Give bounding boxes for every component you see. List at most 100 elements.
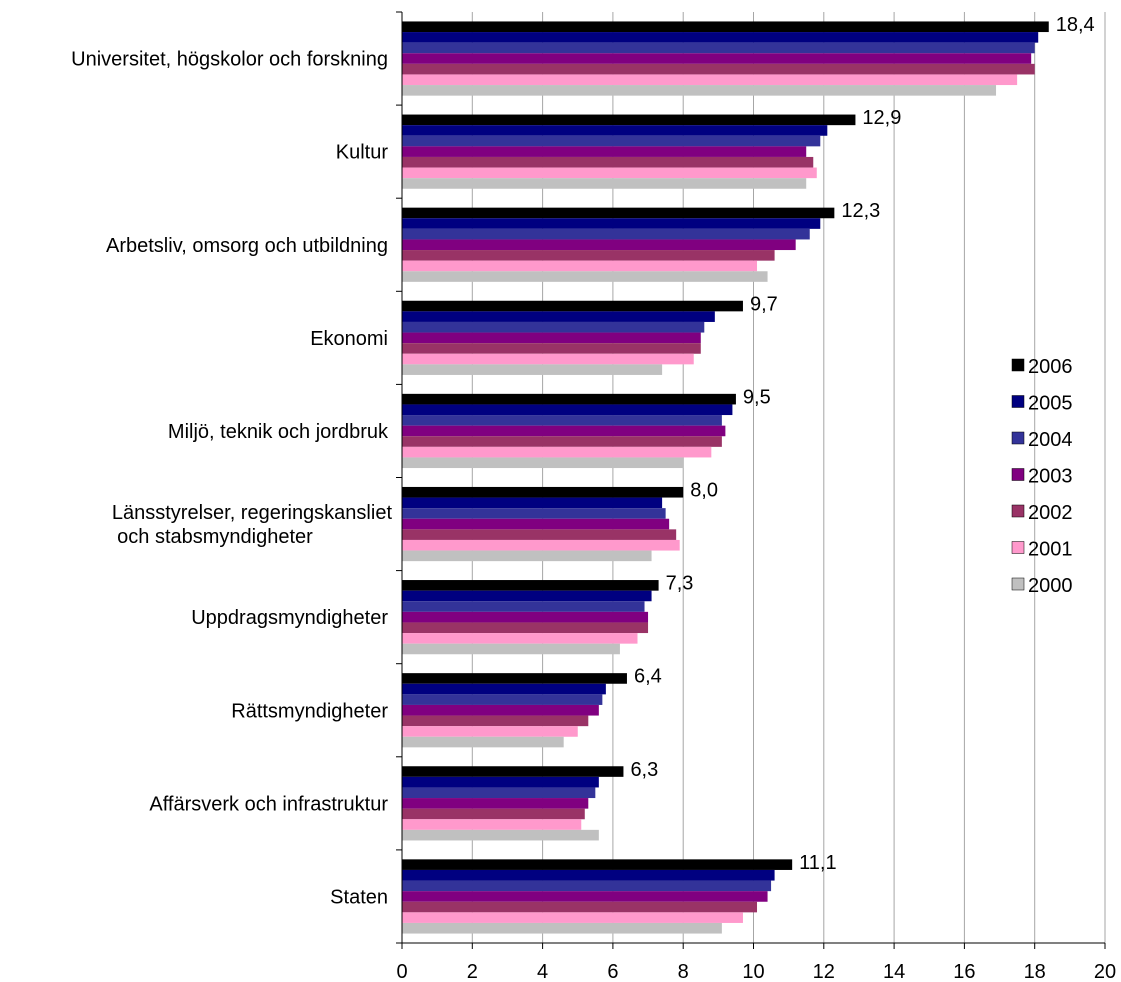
bar-2006 xyxy=(402,859,793,870)
x-tick-label: 18 xyxy=(1024,961,1046,982)
bar-2001 xyxy=(402,539,680,551)
bar-2003 xyxy=(402,425,726,437)
bar-2003 xyxy=(402,891,768,902)
category-label: och stabsmyndigheter xyxy=(117,526,313,548)
bar-2002 xyxy=(402,529,677,540)
bar-2004 xyxy=(402,694,603,705)
legend-swatch-2002 xyxy=(1011,504,1025,518)
bar-2002 xyxy=(402,343,701,354)
category-label: Ekonomi xyxy=(310,328,388,350)
bar-2003 xyxy=(402,332,701,344)
bar-2005 xyxy=(402,590,652,602)
bar-2005 xyxy=(402,404,733,416)
bar-2000 xyxy=(402,643,620,655)
bar-2003 xyxy=(402,798,589,809)
bar-2001 xyxy=(402,446,712,458)
bar-2006 xyxy=(402,486,684,498)
bar-2004 xyxy=(402,508,666,519)
bar-2002 xyxy=(402,436,722,447)
bar-2001 xyxy=(402,260,758,272)
legend-swatch-2006 xyxy=(1011,358,1025,372)
bar-2005 xyxy=(402,869,775,881)
bar-2003 xyxy=(402,704,599,716)
bar-2005 xyxy=(402,311,715,322)
category-label: Affärsverk och infrastruktur xyxy=(149,793,388,815)
bar-2001 xyxy=(402,167,817,179)
bar-2004 xyxy=(402,135,821,147)
bar-2001 xyxy=(402,819,582,830)
bar-2000 xyxy=(402,364,663,375)
category-label: Universitet, högskolor och forskning xyxy=(71,49,388,71)
x-tick-label: 14 xyxy=(883,961,905,982)
legend-label-2000: 2000 xyxy=(1028,575,1073,597)
bar-2003 xyxy=(402,146,807,157)
bar-2002 xyxy=(402,250,775,261)
bar-2002 xyxy=(402,156,814,168)
data-label: 6,3 xyxy=(630,759,658,781)
x-tick-label: 12 xyxy=(813,961,835,982)
bar-2002 xyxy=(402,63,1035,75)
category-label: Länsstyrelser, regeringskansliet xyxy=(112,502,393,524)
bar-2006 xyxy=(402,300,743,312)
bar-2004 xyxy=(402,880,772,892)
bar-2000 xyxy=(402,829,599,841)
bar-2006 xyxy=(402,393,736,405)
legend: 2006 2005 2004 2003 2002 2001 2000 xyxy=(1011,356,1073,597)
x-tick-label: 6 xyxy=(607,961,618,982)
bar-2001 xyxy=(402,353,694,365)
x-tick-label: 16 xyxy=(953,961,975,982)
data-label: 12,9 xyxy=(862,107,901,129)
legend-label-2005: 2005 xyxy=(1028,393,1073,415)
bar-2003 xyxy=(402,53,1032,64)
bar-2001 xyxy=(402,633,638,644)
legend-swatch-2000 xyxy=(1011,577,1025,591)
legend-label-2001: 2001 xyxy=(1028,539,1073,561)
category-label: Rättsmyndigheter xyxy=(231,700,388,722)
bar-2005 xyxy=(402,32,1039,43)
bar-2000 xyxy=(402,457,684,469)
bar-2000 xyxy=(402,736,564,748)
axes: 0 2 4 6 8 10 12 14 16 18 20 xyxy=(396,11,1116,982)
bar-2000 xyxy=(402,178,807,189)
category-label: Staten xyxy=(330,886,388,908)
bar-2001 xyxy=(402,912,743,923)
data-label: 18,4 xyxy=(1056,14,1095,36)
legend-swatch-2001 xyxy=(1011,541,1025,554)
bar-2005 xyxy=(402,125,828,136)
category-label: Arbetsliv, omsorg och utbildning xyxy=(106,235,388,257)
bars xyxy=(402,21,1049,934)
bar-2004 xyxy=(402,415,722,426)
category-label: Kultur xyxy=(336,142,389,164)
category-label: Uppdragsmyndigheter xyxy=(191,607,388,629)
bar-2000 xyxy=(402,922,722,934)
bar-2004 xyxy=(402,787,596,799)
data-label: 9,5 xyxy=(743,386,771,408)
bar-2006 xyxy=(402,673,627,684)
data-label: 7,3 xyxy=(666,573,694,595)
bar-2005 xyxy=(402,776,599,788)
bar-2003 xyxy=(402,611,649,623)
bar-2001 xyxy=(402,74,1018,86)
bar-2004 xyxy=(402,321,705,333)
x-tick-label: 4 xyxy=(537,961,548,982)
bar-2004 xyxy=(402,228,810,240)
bar-2004 xyxy=(402,42,1035,54)
bar-2002 xyxy=(402,715,589,727)
x-tick-label: 10 xyxy=(742,961,764,982)
bar-2002 xyxy=(402,901,758,913)
bar-2006 xyxy=(402,114,856,126)
legend-swatch-2003 xyxy=(1011,468,1025,481)
bar-2002 xyxy=(402,622,649,634)
data-label: 11,1 xyxy=(799,852,836,874)
data-label: 8,0 xyxy=(690,479,718,501)
bar-2004 xyxy=(402,601,645,612)
bar-2000 xyxy=(402,85,997,96)
x-tick-label: 0 xyxy=(396,961,407,982)
legend-swatch-2004 xyxy=(1011,431,1025,445)
category-label: Miljö, teknik och jordbruk xyxy=(168,421,389,443)
legend-label-2002: 2002 xyxy=(1028,502,1073,524)
bar-2006 xyxy=(402,580,659,591)
bar-2005 xyxy=(402,497,663,509)
